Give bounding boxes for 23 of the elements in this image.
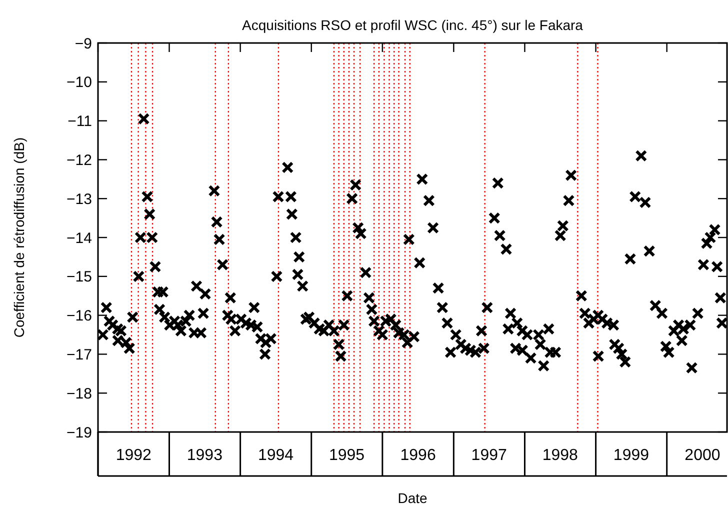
y-tick-label: −13 [66,190,92,208]
chart-title: Acquisitions RSO et profil WSC (inc. 45°) sur le Fakara [242,17,584,33]
x-tick-label: 1995 [329,447,365,464]
y-tick-label: −11 [68,113,92,130]
x-tick-label: 1998 [542,447,578,464]
y-tick-label: −16 [66,308,92,325]
y-tick-label: −19 [66,424,92,442]
x-tick-label: 1992 [116,447,152,464]
y-axis-title: Coefficient de rétrodiffusion (dB) [11,137,27,338]
y-tick-label: −9 [74,35,92,52]
y-tick-label: −17 [66,346,92,364]
y-tick-label: −18 [66,385,92,402]
x-tick-label: 2000 [684,447,720,464]
x-tick-label: 1993 [186,447,223,464]
x-tick-label: 1994 [258,447,294,464]
x-axis-title: Date [398,490,428,506]
y-tick-label: −15 [66,268,92,286]
y-tick-label: −14 [66,230,92,247]
x-tick-label: 1999 [613,447,650,464]
y-tick-label: −12 [66,152,92,169]
y-tick-label: −10 [66,74,92,92]
x-tick-label: 1996 [400,447,436,464]
x-tick-label: 1997 [471,447,508,464]
